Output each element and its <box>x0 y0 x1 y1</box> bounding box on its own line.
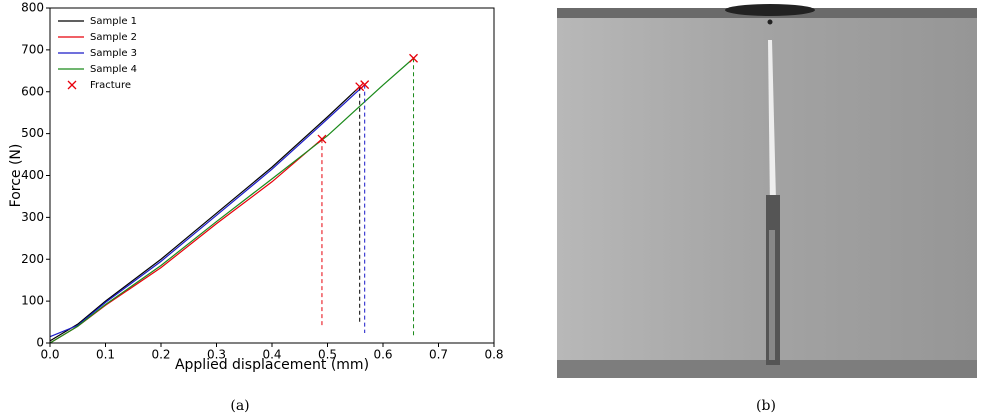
fracture-marker <box>355 82 365 92</box>
y-tick-label: 100 <box>21 294 44 308</box>
y-tick-label: 500 <box>21 126 44 140</box>
x-tick-label: 0.1 <box>96 348 115 362</box>
plot-frame <box>49 7 495 344</box>
legend-label: Sample 2 <box>90 32 137 43</box>
series-line <box>49 86 361 342</box>
y-tick-label: 800 <box>21 1 44 15</box>
legend-label: Sample 4 <box>90 64 137 75</box>
y-axis-label: Force (N) <box>8 144 24 208</box>
x-tick-label: 0.0 <box>40 348 59 362</box>
fracture-marker <box>409 53 418 63</box>
y-tick-label: 200 <box>21 252 44 266</box>
fracture-marker <box>317 134 327 144</box>
y-tick-label: 700 <box>21 42 44 56</box>
x-tick-label: 0.8 <box>484 348 503 362</box>
x-tick-label: 0.5 <box>318 348 337 362</box>
legend-label: Fracture <box>90 80 131 91</box>
series-line <box>49 84 366 338</box>
x-tick-label: 0.2 <box>151 348 170 362</box>
x-axis-label: Applied displacement (mm) <box>175 357 369 373</box>
caption: (b) <box>756 398 776 414</box>
fracture-marker <box>360 80 370 90</box>
y-tick-label: 400 <box>21 168 44 182</box>
caption: (a) <box>230 398 249 414</box>
y-tick-label: 0 <box>36 336 44 350</box>
x-tick-label: 0.4 <box>262 348 281 362</box>
legend-marker <box>67 80 77 90</box>
x-tick-label: 0.3 <box>207 348 226 362</box>
chart: 0 100 200 300 400 500 600 700 800 0.0 0.1 0.2 0.3 0.4… <box>8 1 504 374</box>
y-tick-label: 600 <box>21 84 44 98</box>
legend-label: Sample 3 <box>90 48 137 59</box>
x-tick-label: 0.7 <box>429 348 448 362</box>
legend-label: Sample 1 <box>90 16 137 27</box>
photo <box>557 4 977 378</box>
y-tick-label: 300 <box>21 210 44 224</box>
x-tick-label: 0.6 <box>373 348 392 362</box>
